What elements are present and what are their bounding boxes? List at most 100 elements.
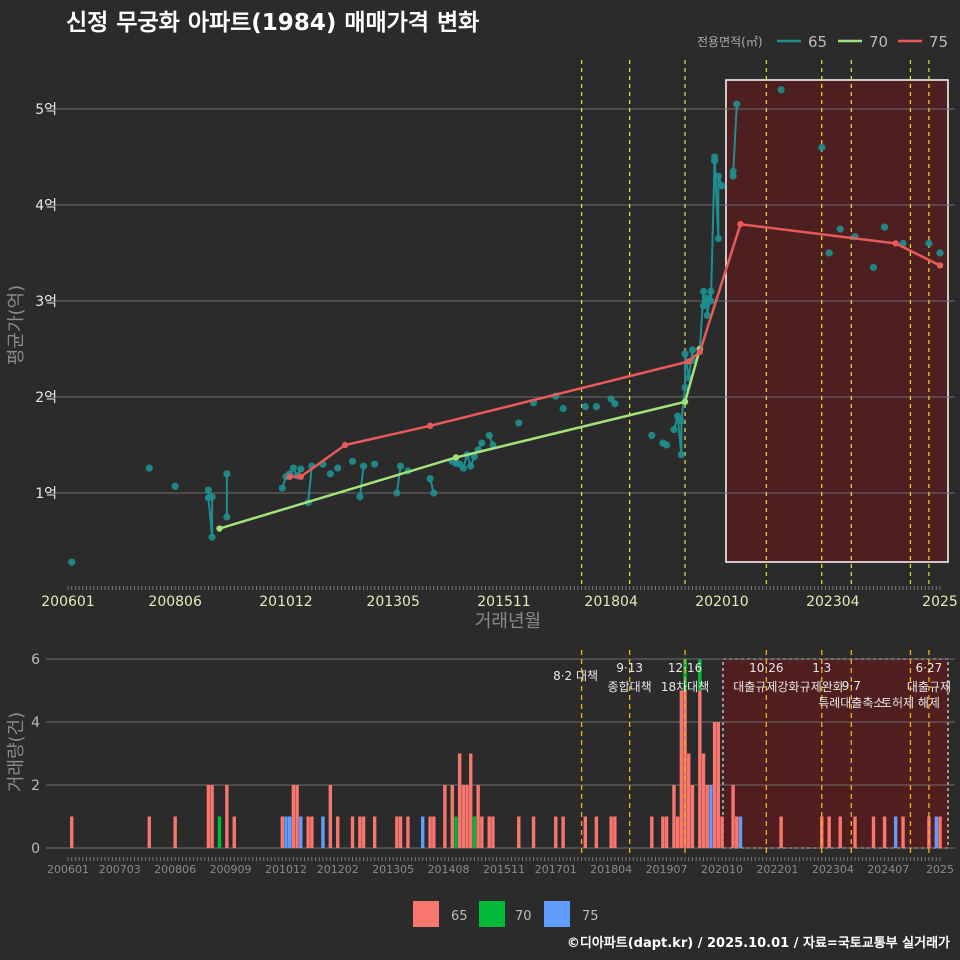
series-65-point xyxy=(825,249,833,257)
series-75-point xyxy=(426,422,434,429)
volume-bar-65 xyxy=(225,785,229,848)
volume-chart: 0 2 4 6 8·2 대책 9·13 종합대책 12·16 18차대책 10·26 대출규제강화… xyxy=(6,650,955,876)
volume-bar-65 xyxy=(731,785,735,848)
series-65-point xyxy=(718,182,726,190)
series-65-segment xyxy=(358,466,365,497)
series-75-point xyxy=(737,221,744,228)
volume-bar-65 xyxy=(664,816,669,848)
series-65-point xyxy=(559,404,567,413)
series-65-point xyxy=(426,475,434,483)
volume-bar-75 xyxy=(893,816,898,848)
legend-swatch-65 xyxy=(413,901,439,927)
volume-bar-65 xyxy=(705,785,709,848)
volume-y-tick-label: 4 xyxy=(31,715,40,731)
volume-bar-65 xyxy=(336,816,340,848)
volume-bar-65 xyxy=(827,816,831,848)
volume-bar-65 xyxy=(350,816,355,848)
series-65-point xyxy=(714,172,722,180)
volume-y-tick-label: 0 xyxy=(31,841,40,857)
volume-y-ticks: 0 2 4 6 xyxy=(31,652,40,857)
policy-annotation-label: 대출규제 xyxy=(907,680,951,694)
volume-bar-65 xyxy=(476,785,480,848)
volume-bar-65 xyxy=(938,816,942,848)
price-x-tick-label: 201511 xyxy=(477,594,530,610)
series-65-point xyxy=(289,464,297,472)
legend-title: 전용면적(㎡) xyxy=(697,35,763,49)
volume-x-tick-label: 200806 xyxy=(154,863,196,876)
price-series xyxy=(68,86,944,566)
volume-x-tick-label: 201408 xyxy=(428,863,470,876)
volume-bar-65 xyxy=(280,816,285,848)
volume-bar-65 xyxy=(882,816,887,848)
volume-bar-65 xyxy=(687,753,691,848)
volume-bar-65 xyxy=(443,785,447,848)
policy-annotation-label: 특례대출축소 xyxy=(818,696,884,710)
policy-annotation-label: 8·2 대책 xyxy=(553,668,598,683)
series-65-point xyxy=(208,493,216,501)
series-65-point xyxy=(356,493,364,501)
volume-minor-ticks xyxy=(67,857,941,861)
volume-bar-65 xyxy=(291,785,296,848)
volume-x-tick-label: 200909 xyxy=(210,863,252,876)
series-75-point xyxy=(892,240,899,247)
series-65-point xyxy=(485,431,493,439)
policy-annotation-label: 종합대책 xyxy=(608,679,652,694)
volume-x-tick-label: 202201 xyxy=(756,863,798,876)
series-65-point xyxy=(68,558,76,566)
volume-bar-65 xyxy=(306,816,310,848)
series-65-segment xyxy=(732,104,738,177)
series-70-line xyxy=(219,348,702,530)
series-65-point xyxy=(171,482,179,490)
chart-title: 신정 무궁화 아파트(1984) 매매가격 변화 xyxy=(66,10,479,36)
series-65-point xyxy=(581,403,589,411)
series-65-point xyxy=(470,452,479,461)
price-chart: 1억 2억 3억 4억 5억 200601 200806 201012 201305 20151… xyxy=(6,60,958,632)
volume-bar-65 xyxy=(480,816,484,848)
price-x-tick-label: 200601 xyxy=(41,594,94,610)
series-75-point xyxy=(936,262,944,269)
volume-x-tick-label: 2025 xyxy=(926,863,954,876)
volume-x-tick-label: 201804 xyxy=(590,863,632,876)
series-65-point xyxy=(396,462,405,470)
volume-x-tick-label: 202010 xyxy=(701,863,743,876)
volume-bar-70 xyxy=(683,659,687,691)
series-65-point xyxy=(711,153,719,161)
volume-bar-65 xyxy=(698,690,702,848)
volume-bar-65 xyxy=(395,816,399,848)
price-y-ticks: 1억 2억 3억 4억 5억 xyxy=(35,102,57,502)
series-65-point xyxy=(611,400,619,408)
price-x-tick-label: 200806 xyxy=(148,594,202,610)
volume-x-tick-label: 202407 xyxy=(867,863,909,876)
volume-bar-65 xyxy=(561,816,565,848)
series-65-point xyxy=(688,346,697,354)
policy-annotations: 8·2 대책 9·13 종합대책 12·16 18차대책 10·26 대출규제강화 1·3 규제… xyxy=(553,661,951,710)
legend-label-70: 70 xyxy=(869,33,888,51)
series-65-point xyxy=(592,403,600,411)
price-x-tick-label: 2025 xyxy=(922,594,958,610)
volume-bar-70 xyxy=(698,659,702,691)
volume-bar-65 xyxy=(406,816,410,848)
volume-bar-75 xyxy=(287,816,292,848)
series-65-point xyxy=(204,486,213,494)
policy-annotation-label: 9·13 xyxy=(616,661,643,675)
volume-bar-65 xyxy=(457,753,462,848)
series-65-point xyxy=(677,417,685,425)
volume-bar-75 xyxy=(284,816,288,848)
series-65-point xyxy=(334,464,342,472)
volume-bar-65 xyxy=(372,816,377,848)
volume-bar-70 xyxy=(472,816,477,848)
price-x-tick-label: 202010 xyxy=(695,594,748,610)
series-75-point xyxy=(297,473,304,480)
series-65-point xyxy=(223,513,231,521)
series-65-point xyxy=(777,86,785,94)
series-65-point xyxy=(733,100,741,108)
legend-swatch-70 xyxy=(479,901,505,927)
volume-bar-65 xyxy=(853,816,857,848)
volume-bar-65 xyxy=(206,785,211,848)
series-65-point xyxy=(714,235,722,243)
volume-bar-65 xyxy=(735,816,739,848)
volume-x-tick-label: 201701 xyxy=(535,863,577,876)
volume-bar-65 xyxy=(554,816,558,848)
volume-x-tick-label: 200601 xyxy=(47,863,89,876)
series-65-point xyxy=(278,484,286,492)
